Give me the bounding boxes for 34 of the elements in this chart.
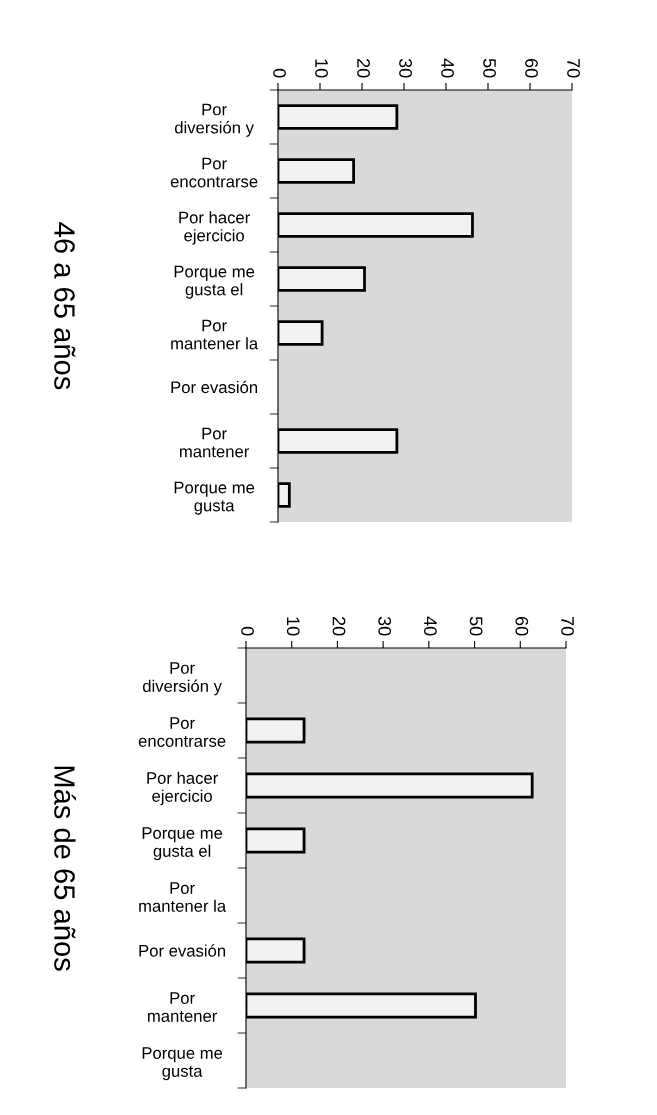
- x-tick-label: 30: [399, 58, 412, 78]
- x-tick-label: 60: [525, 59, 538, 78]
- y-tick-label: Por evasión: [171, 380, 258, 394]
- y-tick-label: Por hacer ejercicio: [147, 771, 218, 806]
- x-tick-label: 40: [441, 58, 454, 78]
- y-tick-label: Por mantener: [180, 427, 250, 458]
- y-tick-label: Por mantener la: [171, 319, 259, 350]
- x-tick-label: 20: [357, 59, 370, 78]
- x-tick-label: 50: [483, 58, 496, 78]
- x-tick-label: 40: [424, 616, 437, 636]
- y-tick-label: Porque me gusta el: [174, 265, 255, 299]
- y-tick-label: Por hacer ejercicio: [179, 211, 250, 245]
- x-tick-label: 30: [378, 616, 392, 636]
- y-tick-label: Por evasión: [139, 944, 226, 957]
- x-tick-label: 50: [469, 616, 483, 636]
- y-tick-label: Por diversión y: [174, 103, 254, 137]
- y-tick-label: Por diversión y: [142, 662, 222, 696]
- x-tick-label: 0: [241, 626, 254, 636]
- y-tick-label: Por encontrarse: [170, 157, 258, 188]
- x-tick-label: 10: [315, 59, 328, 78]
- y-tick-label: Por mantener la: [139, 882, 227, 912]
- y-tick-label: Por mantener: [148, 992, 218, 1022]
- x-tick-label: 0: [273, 68, 286, 78]
- x-tick-label: 10: [286, 617, 300, 636]
- text: Más de 65 años: [54, 766, 76, 971]
- y-tick-label: Por encontrarse: [138, 717, 226, 747]
- text: 46 a 65 años: [54, 222, 76, 390]
- y-tick-label: Porque me gusta: [142, 1047, 223, 1081]
- x-tick-label: 70: [561, 617, 574, 636]
- y-tick-label: Porque me gusta el: [142, 827, 223, 861]
- x-tick-label: 60: [515, 617, 529, 636]
- x-tick-label: 70: [567, 59, 580, 78]
- x-tick-label: 20: [332, 617, 346, 636]
- y-tick-label: Porque me gusta: [174, 481, 255, 515]
